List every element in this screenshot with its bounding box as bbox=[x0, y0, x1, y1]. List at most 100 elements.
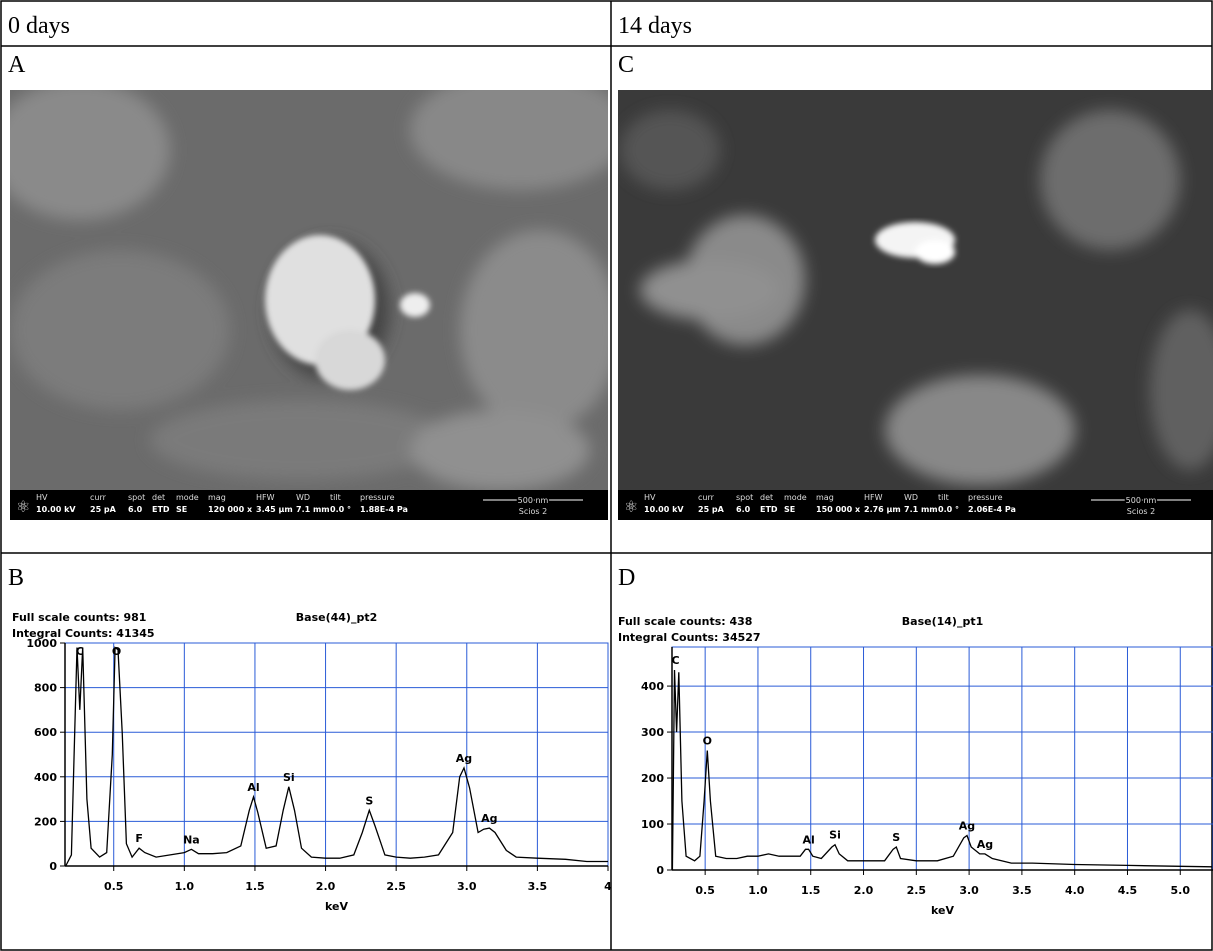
sem-field-value: 3.45 µm bbox=[256, 505, 293, 514]
panel-label: A bbox=[8, 52, 26, 78]
x-tick-label: 0.5 bbox=[104, 880, 124, 893]
instrument: Scios 2 bbox=[519, 507, 547, 516]
peak-label: O bbox=[112, 645, 121, 658]
sem-field-value: SE bbox=[784, 505, 795, 514]
peak-label: Na bbox=[183, 833, 200, 846]
peak-label: C bbox=[672, 654, 680, 667]
scale-label: 500 nm bbox=[518, 496, 549, 505]
sem-field-label: pressure bbox=[360, 493, 395, 502]
x-tick-label: 4.0 bbox=[1065, 884, 1085, 897]
panel-label: B bbox=[8, 565, 24, 591]
sem-field-label: det bbox=[760, 493, 773, 502]
sem-field-value: 7.1 mm bbox=[296, 505, 330, 514]
column-header: 0 days bbox=[8, 13, 70, 39]
sem-field-label: mag bbox=[816, 493, 834, 502]
peak-label: Ag bbox=[959, 820, 975, 833]
x-tick-label: 3.5 bbox=[528, 880, 548, 893]
sem-info-bar bbox=[10, 490, 608, 520]
peak-label: Ag bbox=[481, 812, 497, 825]
chart-title: Base(44)_pt2 bbox=[296, 611, 377, 624]
spectrum-line bbox=[65, 646, 608, 867]
peak-label: C bbox=[76, 645, 84, 658]
sem-field-label: curr bbox=[698, 493, 715, 502]
y-tick-label: 400 bbox=[641, 680, 664, 693]
y-tick-label: 300 bbox=[641, 726, 664, 739]
sem-field-label: mode bbox=[784, 493, 807, 502]
sem-field-label: HV bbox=[644, 493, 656, 502]
x-tick-label: 1.5 bbox=[801, 884, 821, 897]
integral: Integral Counts: 34527 bbox=[618, 631, 761, 644]
peak-label: Ag bbox=[977, 838, 993, 851]
chart-title: Base(14)_pt1 bbox=[902, 615, 983, 628]
sem-field-value: ETD bbox=[152, 505, 170, 514]
integral: Integral Counts: 41345 bbox=[12, 627, 155, 640]
sem-field-label: pressure bbox=[968, 493, 1003, 502]
sem-field-label: det bbox=[152, 493, 165, 502]
sem-icon: ⚛ bbox=[16, 499, 30, 516]
sem-field-label: WD bbox=[904, 493, 918, 502]
sem-field-value: 6.0 bbox=[128, 505, 143, 514]
sem-icon: ⚛ bbox=[624, 499, 638, 516]
x-tick-label: 3.5 bbox=[1012, 884, 1032, 897]
y-tick-label: 200 bbox=[34, 815, 57, 828]
peak-label: Si bbox=[829, 829, 841, 842]
plot-frame bbox=[64, 642, 609, 867]
sem-field-value: ETD bbox=[760, 505, 778, 514]
sem-field-value: 2.76 µm bbox=[864, 505, 901, 514]
sem-field-label: mode bbox=[176, 493, 199, 502]
sem-field-label: HFW bbox=[864, 493, 883, 502]
panel-label: D bbox=[618, 565, 635, 591]
sem-field-label: curr bbox=[90, 493, 107, 502]
peak-label: Ag bbox=[456, 752, 472, 765]
sem-field-value: 120 000 x bbox=[208, 505, 253, 514]
x-tick-label: 4.5 bbox=[1118, 884, 1138, 897]
x-tick-label: 0.5 bbox=[695, 884, 715, 897]
sem-field-value: 25 pA bbox=[698, 505, 725, 514]
x-tick-label: 5.0 bbox=[1171, 884, 1191, 897]
x-tick-label: 2.0 bbox=[316, 880, 336, 893]
x-tick-label: 3.0 bbox=[959, 884, 979, 897]
sem-field-label: spot bbox=[736, 493, 753, 502]
peak-label: S bbox=[892, 831, 900, 844]
x-tick-label: 3.0 bbox=[457, 880, 477, 893]
scale-label: 500 nm bbox=[1126, 496, 1157, 505]
peak-label: O bbox=[703, 734, 712, 747]
sem-field-label: spot bbox=[128, 493, 145, 502]
full-scale: Full scale counts: 438 bbox=[618, 615, 752, 628]
sem-field-value: 10.00 kV bbox=[36, 505, 76, 514]
sem-field-value: 1.88E-4 Pa bbox=[360, 505, 408, 514]
sem-field-value: SE bbox=[176, 505, 187, 514]
sem-info-bar bbox=[618, 490, 1213, 520]
y-tick-label: 0 bbox=[49, 860, 57, 873]
x-axis-label: keV bbox=[931, 904, 954, 917]
peak-label: S bbox=[365, 794, 373, 807]
peak-label: Al bbox=[802, 833, 814, 846]
y-tick-label: 400 bbox=[34, 771, 57, 784]
y-tick-label: 1000 bbox=[26, 637, 57, 650]
x-tick-label: 1.0 bbox=[748, 884, 768, 897]
sem-field-value: 7.1 mm bbox=[904, 505, 938, 514]
sem-image bbox=[10, 90, 608, 490]
sem-field-label: mag bbox=[208, 493, 226, 502]
sem-field-value: 0.0 ° bbox=[938, 505, 959, 514]
x-tick-label: 2.0 bbox=[854, 884, 874, 897]
y-tick-label: 0 bbox=[656, 864, 664, 877]
sem-field-value: 150 000 x bbox=[816, 505, 861, 514]
sem-field-value: 6.0 bbox=[736, 505, 751, 514]
x-tick-label: 2.5 bbox=[386, 880, 406, 893]
sem-field-label: tilt bbox=[938, 493, 949, 502]
y-tick-label: 800 bbox=[34, 682, 57, 695]
sem-field-value: 0.0 ° bbox=[330, 505, 351, 514]
x-tick-label: 4 bbox=[604, 880, 612, 893]
column-header: 14 days bbox=[618, 13, 692, 39]
sem-field-label: tilt bbox=[330, 493, 341, 502]
sem-field-label: HFW bbox=[256, 493, 275, 502]
x-tick-label: 1.0 bbox=[175, 880, 195, 893]
plot-frame bbox=[671, 646, 1213, 871]
sem-field-value: 25 pA bbox=[90, 505, 117, 514]
sem-field-label: HV bbox=[36, 493, 48, 502]
panel-label: C bbox=[618, 52, 634, 78]
y-tick-label: 100 bbox=[641, 818, 664, 831]
full-scale: Full scale counts: 981 bbox=[12, 611, 146, 624]
